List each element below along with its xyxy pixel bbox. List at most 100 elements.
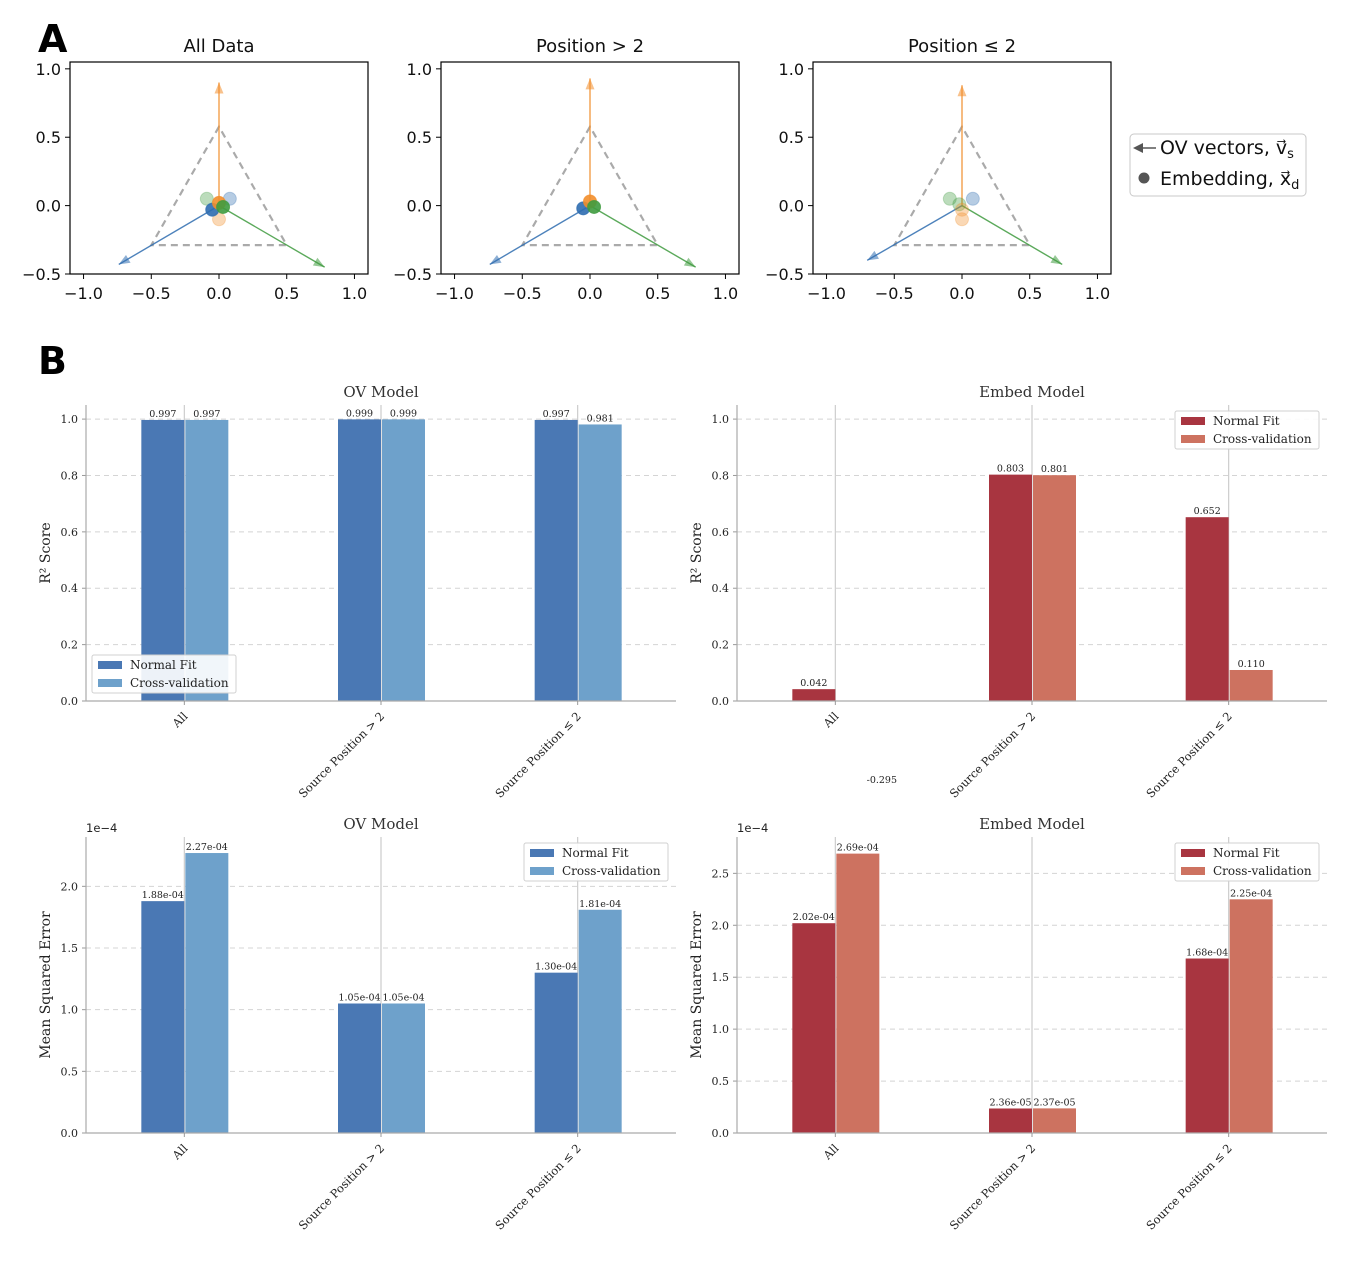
bar-value-label: 2.36e-05: [989, 1097, 1031, 1108]
x-tick-label: −1.0: [807, 284, 846, 303]
bar-0-1: [989, 474, 1032, 701]
y-tick-label: 0.0: [407, 197, 432, 216]
bar-value-label: 2.02e-04: [793, 912, 835, 923]
ov-vector-blue: [118, 205, 220, 266]
y-tick-label: 1.0: [712, 1023, 730, 1036]
bar-value-label: 0.110: [1238, 659, 1265, 670]
y-tick-label: 0.0: [61, 695, 79, 708]
y-tick-label: 0.0: [779, 197, 804, 216]
y-tick-label: 0.2: [712, 639, 730, 652]
legend-a-dot-icon: [1138, 172, 1150, 184]
embedding-point-green: [952, 197, 967, 212]
bar-value-label: 0.803: [997, 464, 1024, 475]
embedding-point-green: [216, 199, 231, 214]
x-tick-label: Source Position > 2: [296, 709, 387, 800]
y-tick-label: 0.8: [712, 469, 730, 482]
bar-1-2: [1229, 899, 1273, 1133]
triangle-outline: [892, 124, 1032, 247]
bar-0-0: [792, 689, 836, 701]
embedding-point-green: [587, 199, 602, 214]
x-tick-label: −0.5: [875, 284, 914, 303]
legend-swatch-1: [98, 679, 122, 687]
bar-value-label: 1.05e-04: [338, 993, 380, 1004]
bar-1-1: [1033, 1108, 1076, 1133]
bar-0-0: [141, 419, 185, 701]
y-tick-label: 1.5: [712, 971, 730, 984]
x-tick-label: 1.0: [1085, 284, 1110, 303]
bar-value-label: 0.999: [390, 408, 417, 419]
y-offset-label: 1e−4: [737, 821, 768, 835]
y-tick-label: 0.4: [61, 582, 79, 595]
x-tick-label: 1.0: [713, 284, 738, 303]
chart-b3-ov-mse: OV Model0.00.51.01.52.01.88e-041.05e-041…: [38, 815, 676, 1233]
ov-vector-blue: [866, 205, 963, 261]
legend-swatch-1: [530, 867, 554, 875]
x-tick-label: All: [169, 1141, 191, 1163]
ov-vector-head-blue: [867, 250, 879, 261]
bar-value-label: 0.997: [149, 409, 176, 420]
bar-0-1: [989, 1108, 1032, 1133]
x-tick-label: 0.5: [645, 284, 670, 303]
y-tick-label: 0.0: [36, 197, 61, 216]
legend-swatch-0: [1181, 849, 1205, 857]
ov-vector-head-orange: [585, 78, 595, 90]
x-tick-label: 0.5: [274, 284, 299, 303]
x-tick-label: 0.0: [577, 284, 602, 303]
bar-0-2: [534, 419, 578, 701]
ov-vector-head-orange: [214, 82, 224, 94]
embedding-point-green: [199, 191, 214, 206]
legend-label-0: Normal Fit: [130, 658, 197, 672]
triangle-outline: [149, 124, 289, 247]
y-tick-label: 0.5: [779, 128, 804, 147]
y-tick-label: −0.5: [765, 265, 804, 284]
bar-value-label: 2.27e-04: [186, 842, 228, 853]
legend-a-embed-label: Embedding, x⃗d: [1160, 168, 1299, 193]
y-tick-label: 0.5: [407, 128, 432, 147]
y-tick-label: −0.5: [22, 265, 61, 284]
y-tick-label: 1.0: [779, 60, 804, 79]
embedding-point-blue: [965, 191, 980, 206]
y-tick-label: 1.0: [36, 60, 61, 79]
x-tick-label: Source Position > 2: [947, 709, 1038, 800]
ov-vector-blue: [489, 205, 591, 266]
legend-frame: [1174, 842, 1320, 882]
embedding-point-green: [942, 191, 957, 206]
y-tick-label: 1.0: [712, 413, 730, 426]
legend-frame: [523, 842, 669, 882]
y-tick-label: 0.6: [712, 526, 730, 539]
bar-value-label: 2.69e-04: [837, 843, 879, 854]
chart-title: Position > 2: [536, 36, 644, 57]
ov-vector-head-blue: [118, 254, 131, 265]
y-axis-label: Mean Squared Error: [38, 911, 54, 1059]
ov-vector-head-blue: [489, 254, 502, 265]
y-axis-label: R² Score: [38, 522, 54, 583]
legend-frame: [1174, 410, 1320, 450]
x-tick-label: All: [820, 1141, 842, 1163]
panel-label-b: B: [38, 339, 67, 383]
ov-vector-green: [589, 205, 697, 268]
y-tick-label: 1.0: [407, 60, 432, 79]
y-tick-label: 0.6: [61, 526, 79, 539]
ov-vector-head-green: [683, 257, 696, 268]
y-tick-label: 1.5: [61, 942, 79, 955]
bar-1-1: [1033, 475, 1076, 701]
legend-label-1: Cross-validation: [562, 864, 661, 878]
bar-0-0: [792, 923, 836, 1133]
chart-a1-all-data: All Data−1.0 −0.5 0.0 0.5 1.0−0.50.00.51.0: [22, 36, 369, 303]
bar-value-label: 0.997: [543, 409, 570, 420]
x-tick-label: 0.0: [206, 284, 231, 303]
bar-1-0: [185, 419, 229, 701]
y-offset-label: 1e−4: [86, 821, 117, 835]
ov-vector-head-green: [312, 257, 325, 268]
chart-a2-position-gt-2: Position > 2−1.0 −0.5 0.0 0.5 1.0−0.50.00.51…: [393, 36, 740, 303]
chart-title: All Data: [183, 36, 254, 57]
legend-label-1: Cross-validation: [130, 676, 229, 690]
chart-title: OV Model: [343, 815, 419, 833]
legend-frame: [91, 654, 237, 694]
legend-label-0: Normal Fit: [562, 846, 629, 860]
bar-1-1: [382, 1003, 425, 1133]
bar-value-label: 1.68e-04: [1186, 948, 1228, 959]
embedding-point-orange: [212, 212, 226, 227]
x-tick-label: −0.5: [132, 284, 171, 303]
